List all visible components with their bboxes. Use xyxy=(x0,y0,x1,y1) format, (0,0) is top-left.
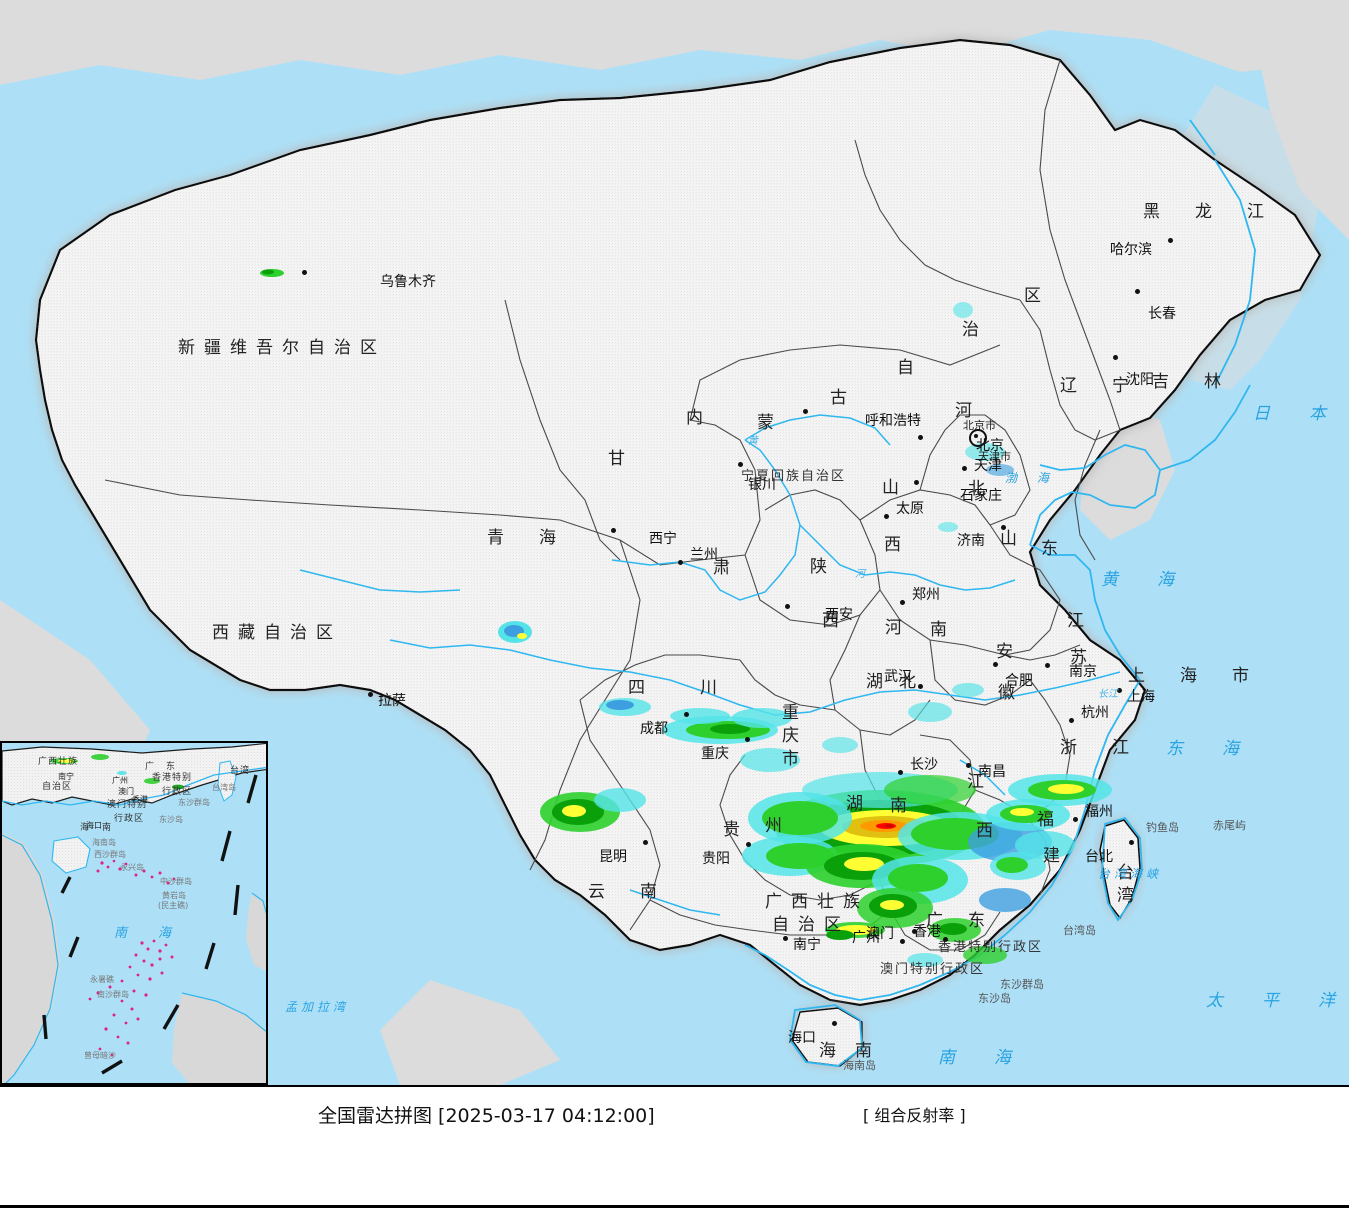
city-marker-dot xyxy=(678,560,683,565)
city-marker-dot xyxy=(966,763,971,768)
echo-north-scatter xyxy=(938,302,1014,532)
echo-fujian-zhejiang xyxy=(979,774,1112,912)
south-china-sea-inset[interactable]: 广西壮族 自治区广东海南香港特别 行政区 澳门特别 行政区 台湾 南宁 广州 澳门 香港 海口 台湾岛… xyxy=(0,741,268,1085)
echo-hunan-jiangxi xyxy=(748,772,1052,866)
city-marker-dot xyxy=(783,936,788,941)
map-vector-layer xyxy=(0,0,1349,1085)
city-marker-dot xyxy=(746,842,751,847)
city-marker-dot xyxy=(1168,238,1173,243)
city-marker-dot xyxy=(993,662,998,667)
city-marker-dot xyxy=(1001,525,1006,530)
echo-central-scatter xyxy=(822,683,984,753)
city-marker-dot xyxy=(302,270,307,275)
city-marker-dot xyxy=(1117,688,1122,693)
city-marker-dot xyxy=(962,466,967,471)
city-marker-dot xyxy=(884,514,889,519)
city-marker-dot xyxy=(368,692,373,697)
coastline xyxy=(744,119,1256,1067)
city-marker-dot xyxy=(1135,289,1140,294)
echo-guizhou-guangxi xyxy=(742,836,968,940)
city-marker-dot xyxy=(914,480,919,485)
map-title: 全国雷达拼图 [2025-03-17 04:12:00] xyxy=(318,1105,655,1127)
city-marker-dot xyxy=(918,435,923,440)
city-marker-dot xyxy=(745,737,750,742)
legend-title-row: 全国雷达拼图 [2025-03-17 04:12:00] [ 组合反射率 ] xyxy=(318,1101,1018,1127)
city-marker-dot xyxy=(918,684,923,689)
city-marker-dot xyxy=(943,937,948,942)
city-marker-dot xyxy=(1069,718,1074,723)
radar-echo-layer xyxy=(260,269,1112,967)
echo-xinjiang xyxy=(260,269,284,277)
product-type-label: [ 组合反射率 ] xyxy=(863,1106,966,1125)
bottom-rule xyxy=(0,1205,1349,1208)
legend-panel: 全国雷达拼图 [2025-03-17 04:12:00] [ 组合反射率 ] d… xyxy=(0,1085,1349,1208)
city-marker-dot xyxy=(738,462,743,467)
city-marker-dot xyxy=(785,604,790,609)
inset-vector-layer xyxy=(2,743,266,1083)
city-marker-dot xyxy=(684,712,689,717)
city-marker-dot xyxy=(900,600,905,605)
city-marker-dot xyxy=(1073,817,1078,822)
city-marker-dot xyxy=(832,1021,837,1026)
city-marker-dot xyxy=(611,528,616,533)
city-marker-dot xyxy=(643,840,648,845)
province-boundaries xyxy=(104,59,1121,951)
echo-qinghai xyxy=(498,621,532,643)
echo-yunnan xyxy=(540,788,646,832)
city-marker-dot xyxy=(898,770,903,775)
city-marker-dot xyxy=(1045,663,1050,668)
city-marker-dot xyxy=(803,409,808,414)
capital-marker-icon xyxy=(969,429,987,447)
city-marker-dot xyxy=(1129,840,1134,845)
city-marker-dot xyxy=(1113,355,1118,360)
echo-guangdong xyxy=(907,918,1007,967)
taiwan-island xyxy=(1099,819,1141,920)
city-marker-dot xyxy=(900,939,905,944)
city-marker-dot xyxy=(912,929,917,934)
china-radar-map[interactable]: 新疆维吾尔自治区 西藏自治区青 海甘肃内蒙古自治区黑 龙 江吉 林辽 宁河北山西陕… xyxy=(0,0,1349,1087)
